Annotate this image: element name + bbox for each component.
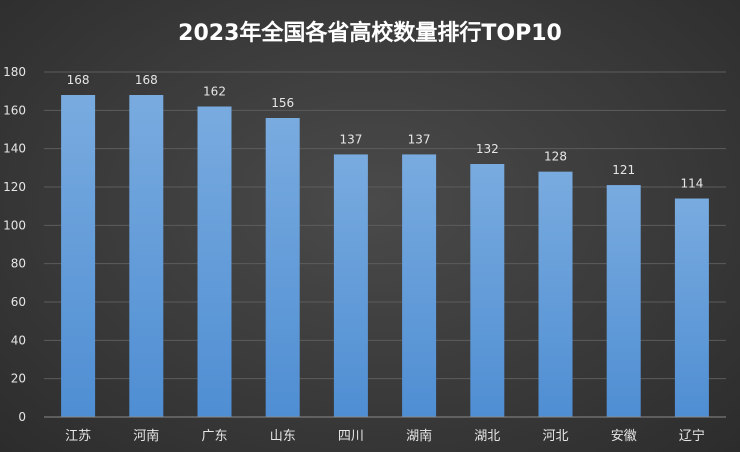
bars	[61, 95, 709, 417]
chart-title: 2023年全国各省高校数量排行TOP10	[178, 20, 562, 46]
x-tick-label: 广东	[201, 429, 227, 444]
x-axis-labels: 江苏 河南 广东 山东 四川 湖南 湖北 河北 安徽 辽宁	[65, 428, 705, 444]
x-tick-label: 江苏	[65, 428, 91, 444]
data-label: 132	[476, 142, 499, 156]
x-tick-label: 四川	[338, 429, 364, 444]
x-tick-label: 湖南	[406, 428, 432, 444]
data-label: 137	[339, 132, 362, 146]
x-tick-label: 山东	[270, 429, 296, 444]
y-tick-label: 0	[18, 410, 26, 424]
data-label: 128	[544, 150, 567, 164]
data-label: 168	[135, 73, 158, 87]
bar	[674, 198, 709, 417]
bar	[402, 154, 437, 417]
x-tick-label: 河北	[542, 429, 568, 444]
y-tick-label: 40	[11, 333, 26, 347]
y-tick-label: 180	[3, 65, 26, 79]
data-label: 121	[612, 163, 635, 177]
data-label: 114	[680, 177, 703, 191]
bar	[129, 95, 164, 417]
x-tick-label: 河南	[133, 428, 159, 444]
y-tick-label: 60	[11, 295, 26, 309]
data-label: 137	[408, 132, 431, 146]
y-tick-label: 80	[11, 257, 26, 271]
bar	[61, 95, 96, 417]
bar	[606, 185, 641, 417]
x-tick-label: 安徽	[611, 429, 637, 444]
data-label: 162	[203, 85, 226, 99]
y-tick-label: 140	[3, 142, 26, 156]
data-label: 168	[67, 73, 90, 87]
bar	[197, 106, 232, 417]
y-tick-label: 120	[3, 180, 26, 194]
y-tick-label: 20	[11, 372, 26, 386]
x-tick-label: 湖北	[474, 429, 500, 444]
bar	[265, 118, 300, 417]
data-labels: 168 168 162 156 137 137 132 128 121 114	[67, 73, 704, 191]
x-tick-label: 辽宁	[679, 428, 705, 444]
bar	[333, 154, 368, 417]
bar	[470, 164, 505, 417]
bar	[538, 171, 573, 417]
y-tick-label: 100	[3, 218, 26, 232]
y-tick-label: 160	[3, 103, 26, 117]
y-axis-ticks: 0 20 40 60 80 100 120 140 160 180	[3, 65, 26, 424]
data-label: 156	[271, 96, 294, 110]
